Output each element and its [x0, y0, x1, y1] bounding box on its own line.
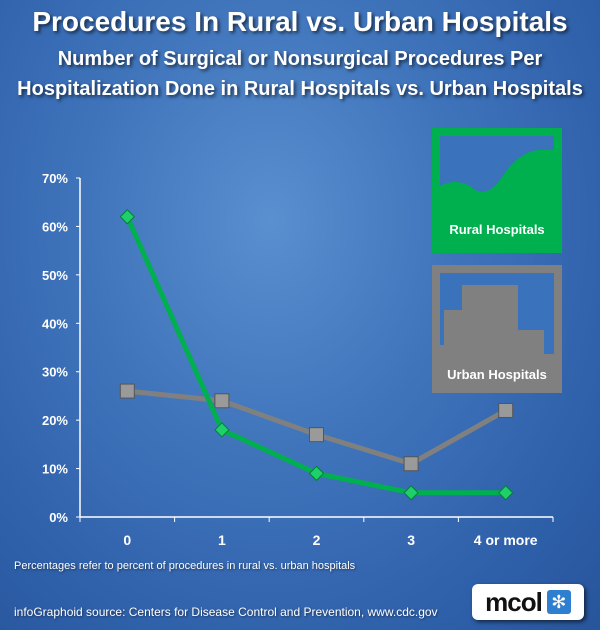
- y-tick-label: 50%: [42, 268, 68, 283]
- legend-label-urban: Urban Hospitals: [447, 367, 547, 382]
- legend-rural: Rural Hospitals: [432, 128, 562, 253]
- legend-urban: Urban Hospitals: [432, 265, 562, 393]
- y-tick-label: 40%: [42, 316, 68, 331]
- data-point-rural: [403, 485, 419, 501]
- data-point-rural: [497, 485, 514, 501]
- data-point-rural: [119, 209, 136, 225]
- legend-label-rural: Rural Hospitals: [449, 222, 544, 237]
- logo-text: mcol: [485, 586, 543, 617]
- data-point-urban: [214, 393, 230, 409]
- data-point-rural: [308, 465, 325, 482]
- chart-title: Procedures In Rural vs. Urban Hospitals: [32, 6, 568, 37]
- y-tick-label: 70%: [42, 171, 68, 186]
- data-point-urban: [119, 383, 135, 399]
- x-tick-label: 1: [218, 532, 226, 548]
- asterisk-icon: ✻: [546, 590, 571, 614]
- x-tick-label: 4 or more: [474, 532, 538, 548]
- data-point-urban: [403, 456, 419, 472]
- data-point-rural: [214, 422, 230, 438]
- data-point-urban: [498, 402, 514, 418]
- y-tick-label: 10%: [42, 462, 68, 477]
- source-note: infoGraphoid source: Centers for Disease…: [14, 605, 438, 619]
- x-tick-label: 0: [123, 532, 131, 548]
- footnote: Percentages refer to percent of procedur…: [14, 560, 356, 572]
- data-point-urban: [309, 427, 324, 443]
- y-tick-label: 20%: [42, 413, 68, 428]
- x-tick-label: 3: [407, 532, 415, 548]
- mcol-logo: mcol ✻: [472, 584, 584, 620]
- y-tick-label: 30%: [42, 365, 68, 380]
- x-tick-label: 2: [313, 532, 321, 548]
- chart-subtitle: Number of Surgical or Nonsurgical Proced…: [17, 48, 583, 100]
- y-tick-label: 60%: [42, 219, 68, 234]
- y-tick-label: 0%: [49, 510, 68, 525]
